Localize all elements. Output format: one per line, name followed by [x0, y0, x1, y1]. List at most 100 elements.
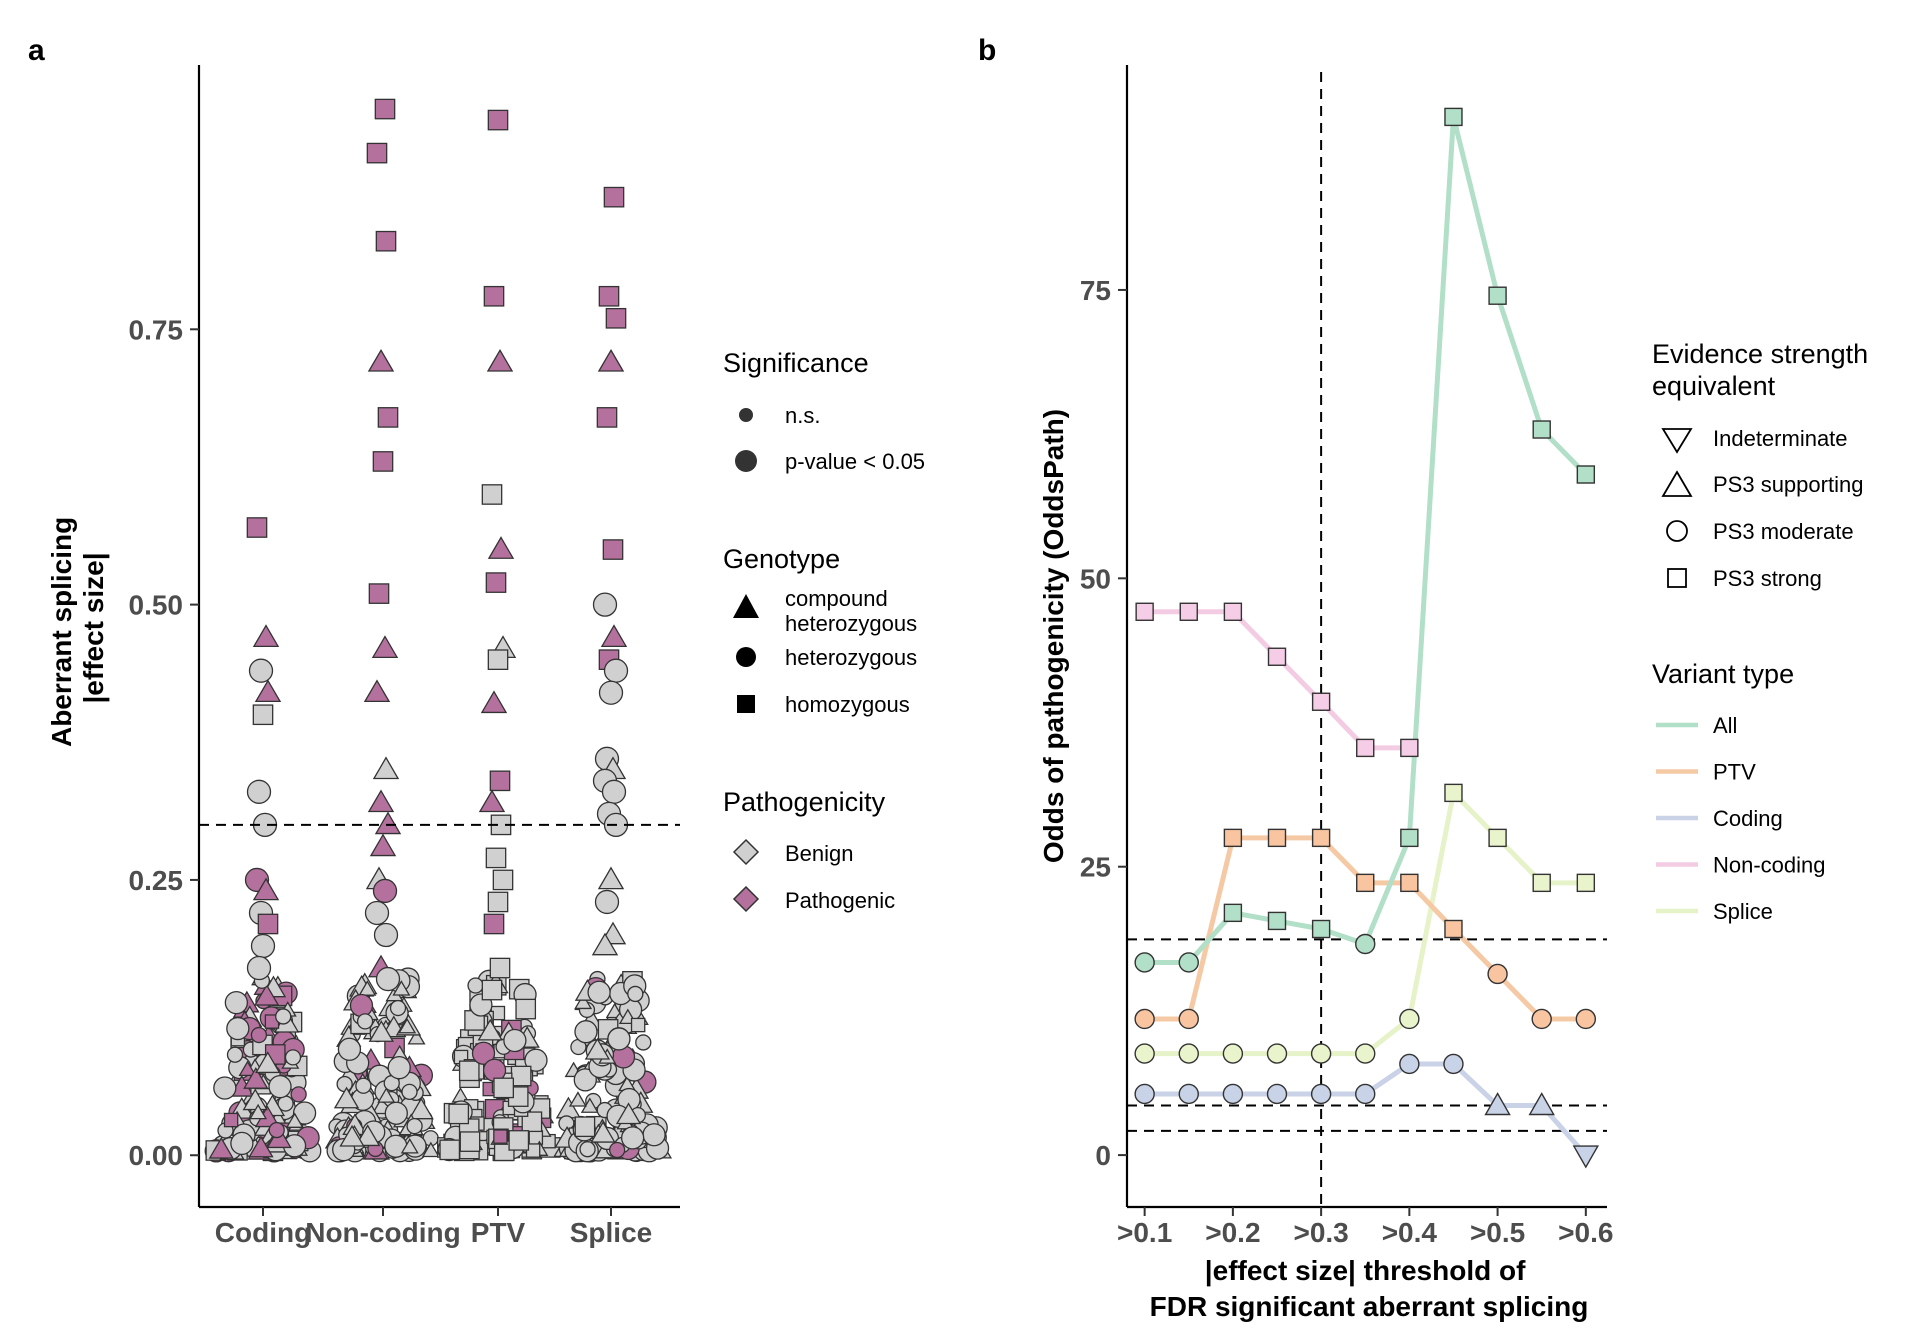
background-point	[568, 1091, 587, 1107]
legend-label-ptv: PTV	[1713, 760, 1756, 785]
data-point-splice	[594, 889, 620, 915]
background-point	[238, 1060, 257, 1076]
background-point	[515, 998, 537, 1020]
background-point	[290, 1086, 307, 1103]
legend-homozygous-symbol	[737, 695, 755, 713]
background-point	[407, 1029, 426, 1045]
data-point-splice	[603, 186, 625, 208]
data-point-splice	[597, 866, 625, 890]
point-coding	[1399, 1053, 1420, 1075]
data-point-non-coding	[371, 635, 399, 659]
background-point	[421, 1141, 440, 1158]
legend-compound-heterozygous-line-1: compound	[785, 586, 888, 611]
background-point	[389, 999, 407, 1017]
data-point-coding	[250, 933, 276, 959]
series-line-non-coding	[1144, 609, 1410, 751]
legend-compound-heterozygous-line-2: heterozygous	[785, 611, 917, 636]
legend-ps3-moderate-symbol	[1666, 520, 1688, 542]
background-point	[524, 1048, 548, 1072]
background-point	[387, 1055, 411, 1080]
y-tick-label: 0.00	[129, 1140, 184, 1171]
y-tick-label: 0.50	[129, 590, 184, 621]
background-point	[268, 1074, 292, 1099]
panel-b-label: b	[978, 34, 996, 67]
background-point	[584, 1037, 611, 1060]
point-coding	[1572, 1145, 1600, 1169]
data-point-non-coding	[364, 900, 390, 926]
background-point	[355, 1124, 381, 1147]
point-ptv	[1223, 828, 1243, 848]
point-coding	[1355, 1083, 1376, 1105]
panel-b-series	[1134, 107, 1600, 1169]
y-tick-label: 0	[1095, 1140, 1111, 1171]
panel-a-y-axis-title-line-1: Aberrant splicing	[46, 517, 77, 747]
panel-a-y-ticks: 0.00 0.25 0.50 0.75	[129, 314, 199, 1171]
background-point	[406, 1117, 423, 1135]
panel-a-y-axis-title-line-2: |effect size|	[78, 552, 109, 703]
legend-evidence-title: Evidence strength equivalent	[1652, 339, 1876, 401]
data-point-ptv	[481, 484, 503, 505]
panel-a-background-points	[204, 967, 673, 1163]
data-point-ptv	[487, 649, 509, 671]
point-ptv	[1311, 828, 1331, 848]
data-point-non-coding	[374, 811, 402, 835]
background-point	[493, 1077, 514, 1099]
data-point-non-coding	[363, 679, 391, 703]
background-point	[573, 1068, 597, 1092]
background-point	[579, 1141, 596, 1158]
background-point	[493, 1129, 508, 1144]
legend-evidence-title-line-2: equivalent	[1652, 371, 1776, 401]
series-line-ptv	[1144, 835, 1586, 1022]
x-tick-label-coding: Coding	[215, 1217, 311, 1248]
background-point	[574, 1020, 598, 1044]
point-all	[1223, 903, 1243, 923]
background-point	[392, 980, 411, 996]
data-point-coding	[248, 658, 274, 683]
x-tick-label: >0.4	[1382, 1217, 1438, 1248]
background-point	[223, 1112, 239, 1128]
y-tick-label: 25	[1080, 852, 1111, 883]
point-splice	[1355, 1043, 1376, 1064]
data-point-ptv	[487, 536, 515, 559]
data-point-splice	[602, 539, 624, 560]
point-non-coding	[1179, 602, 1198, 621]
point-coding	[1443, 1053, 1464, 1075]
panel-a-label: a	[28, 34, 45, 67]
background-point	[401, 1083, 418, 1100]
data-point-ptv	[489, 770, 511, 792]
data-point-ptv	[492, 869, 514, 891]
data-point-splice	[597, 348, 625, 372]
point-splice	[1532, 873, 1551, 893]
legend-label-splice: Splice	[1713, 899, 1773, 924]
point-coding	[1222, 1083, 1244, 1105]
point-splice	[1178, 1043, 1199, 1064]
data-point-ptv	[489, 957, 511, 979]
point-non-coding	[1135, 602, 1154, 621]
data-point-ptv	[483, 913, 505, 935]
background-point	[398, 1017, 417, 1034]
data-point-non-coding	[375, 966, 401, 992]
x-tick-label: >0.1	[1117, 1217, 1172, 1248]
background-point	[471, 1041, 496, 1065]
legend-ps3-strong-symbol	[1667, 568, 1687, 588]
legend-heterozygous-label: heterozygous	[785, 645, 917, 670]
series-line-all	[1144, 114, 1588, 965]
legend-ps3-moderate-label: PS3 moderate	[1713, 519, 1854, 544]
point-all	[1488, 286, 1507, 305]
legend-pathogenic-symbol	[732, 885, 760, 913]
point-non-coding	[1356, 738, 1375, 758]
series-line-coding	[1144, 1061, 1588, 1157]
background-point	[284, 1049, 302, 1066]
background-point	[230, 1131, 254, 1156]
background-point	[458, 1060, 480, 1082]
point-ptv	[1267, 828, 1287, 848]
legend-label-non-coding: Non-coding	[1713, 853, 1826, 878]
data-point-non-coding	[375, 230, 397, 252]
background-point	[226, 1046, 244, 1063]
background-point	[630, 1017, 646, 1033]
data-point-splice	[591, 932, 619, 956]
point-splice	[1399, 1008, 1420, 1030]
point-coding	[1178, 1083, 1199, 1105]
background-point	[226, 1016, 250, 1041]
